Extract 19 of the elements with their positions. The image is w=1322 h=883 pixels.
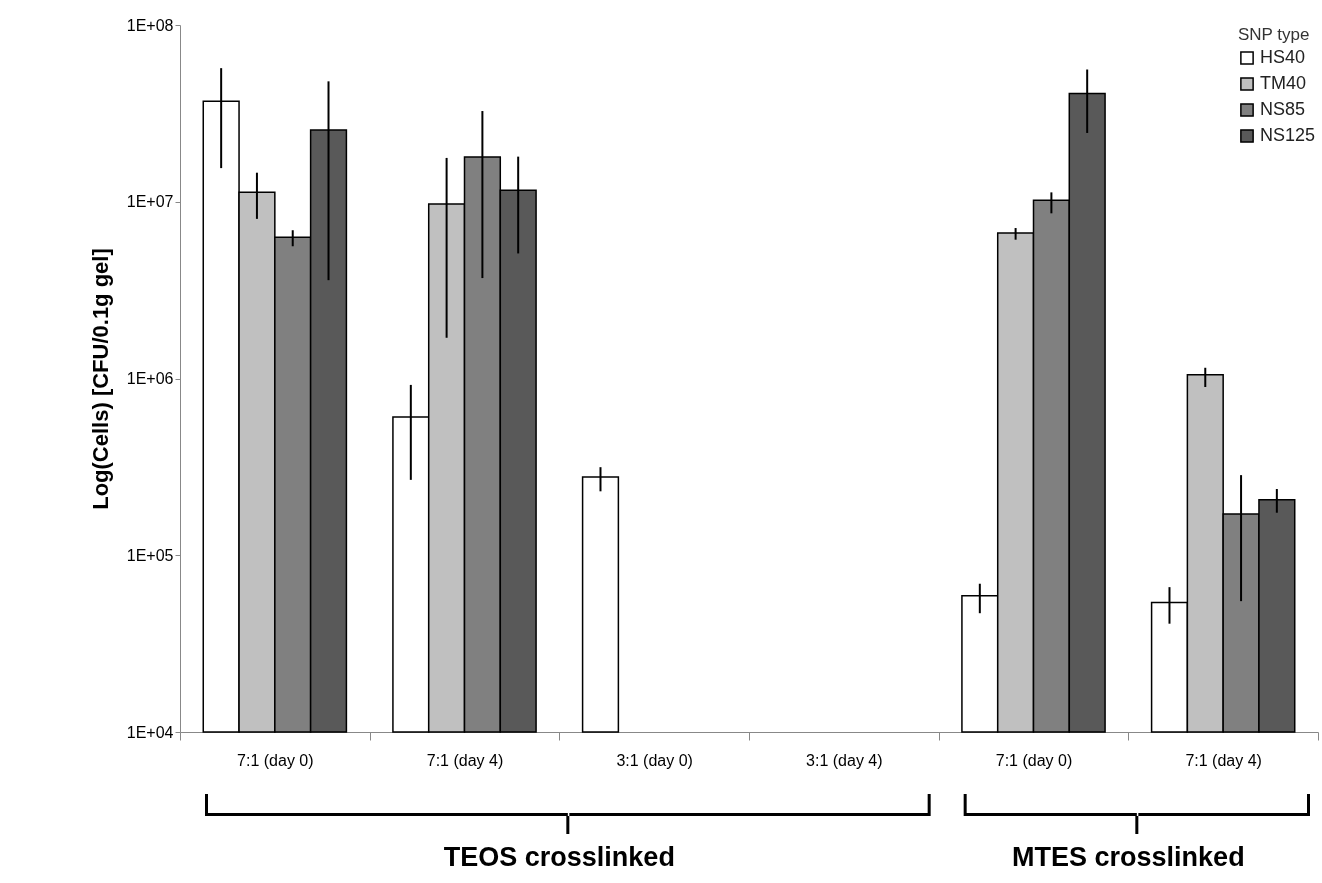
y-tick-label: 1E+06 [126,370,174,387]
text: MTES crosslinked [1012,842,1245,872]
y-tick-label: 1E+04 [126,723,174,741]
y-tick-label: 1E+07 [126,193,174,211]
y-tick-label: 1E+08 [126,16,174,34]
x-tick-label: 7:1 (day 0) [237,751,314,769]
legend-label: NS85 [1260,99,1306,119]
legend-title: SNP type [1238,25,1310,44]
x-tick-label: 3:1 (day 4) [806,751,883,769]
x-tick-label: 3:1 (day 0) [616,751,693,769]
legend-label: NS125 [1260,125,1316,145]
x-tick-label: 7:1 (day 4) [426,751,504,769]
x-tick-label: 7:1 (day 0) [995,751,1073,769]
text: TEOS crosslinked [443,842,675,872]
y-axis-title: Log(Cells) [CFU/0.1g gel] [87,248,113,510]
y-tick-label: 1E+05 [126,546,174,564]
legend-label: TM40 [1260,73,1307,93]
legend-label: HS40 [1260,47,1306,67]
x-tick-label: 7:1 (day 4) [1185,751,1262,769]
